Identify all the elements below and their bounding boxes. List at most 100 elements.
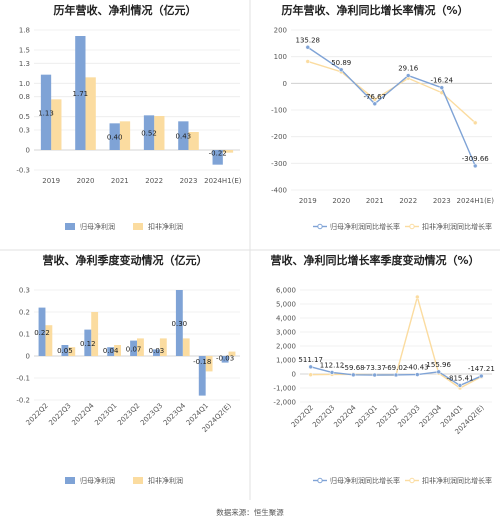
quarterly_growth-xtick-label: 2023Q2 <box>375 404 400 429</box>
quarterly_profit-bar-parent-net-profit <box>107 347 115 356</box>
annual_profit-data-label: 0.43 <box>176 133 192 141</box>
annual_profit-ytick-label: 0.5 <box>19 113 30 121</box>
quarterly_growth-xtick-label: 2023Q1 <box>354 404 379 429</box>
quarterly_profit-data-label: 0.30 <box>172 320 188 328</box>
annual_profit-legend-swatch <box>133 223 143 230</box>
quarterly_growth-data-label: 112.12 <box>320 361 345 369</box>
annual_profit-ytick-label: 1.3 <box>19 60 30 68</box>
quarterly_growth-ytick-label: 3,000 <box>276 329 296 337</box>
annual_profit-data-label: 1.13 <box>38 109 54 117</box>
annual_growth-data-label: -16.24 <box>430 77 453 85</box>
annual_growth-line-parent-growth <box>307 46 476 167</box>
quarterly_profit-bar-deducted-net-profit <box>45 325 53 356</box>
quarterly_profit-bar-deducted-net-profit <box>68 347 76 356</box>
annual_growth-xtick-label: 2022 <box>399 197 417 205</box>
quarterly_profit-data-label: 0.22 <box>34 329 50 337</box>
quarterly_profit-data-label: -0.03 <box>216 355 234 363</box>
quarterly_growth-point-parent-growth <box>372 372 377 378</box>
quarterly_profit-bar-deducted-net-profit <box>91 312 99 356</box>
quarterly_profit-ytick-label: 0.3 <box>19 287 30 295</box>
quarterly_growth-point-parent-growth <box>393 372 399 378</box>
annual_growth-legend-label: 归母净利润同比增长率 <box>330 222 400 231</box>
quarterly_profit-xtick-label: 2023Q2 <box>116 402 141 427</box>
quarterly_profit-data-label: 0.12 <box>80 340 96 348</box>
quarterly_profit-bar-deducted-net-profit <box>159 338 167 356</box>
annual_profit-xtick-label: 2023 <box>180 177 198 185</box>
quarterly_profit-bar-deducted-net-profit <box>205 356 213 372</box>
quarterly_growth-point-parent-growth <box>351 372 356 378</box>
quarterly_growth-point-parent-growth <box>308 364 313 370</box>
quarterly_profit-bar-deducted-net-profit <box>137 338 144 356</box>
quarterly_growth-xtick-label: 2022Q2 <box>290 404 315 429</box>
quarterly_profit-xtick-label: 2023Q3 <box>139 402 164 427</box>
annual_profit-bar-deducted-net-profit <box>119 121 131 150</box>
annual_profit-bar-parent-net-profit <box>178 121 189 150</box>
annual_growth-xtick-label: 2023 <box>433 197 451 205</box>
annual_profit-bar-deducted-net-profit <box>188 132 199 150</box>
quarterly_growth-ytick-label: 0 <box>292 371 296 379</box>
annual_profit-data-label: 1.71 <box>73 90 89 98</box>
annual_profit-ytick-label: 0.3 <box>19 127 30 135</box>
annual_growth-title: 历年营收、净利同比增长率情况（%） <box>281 3 468 17</box>
quarterly_growth-title: 营收、净利同比增长率季度变动情况（%） <box>270 253 479 267</box>
quarterly_profit-data-label: 0.05 <box>57 347 73 355</box>
quarterly_growth-ytick-label: 6,000 <box>276 287 296 295</box>
quarterly_profit-bar-parent-net-profit <box>61 345 69 356</box>
annual_growth-ytick-label: -300 <box>271 160 287 168</box>
annual_profit-data-label: 0.40 <box>107 134 123 142</box>
annual_growth-xtick-label: 2019 <box>299 197 317 205</box>
quarterly_growth-data-label: -69.02 <box>385 364 408 372</box>
quarterly_profit-ytick-label: -0.2 <box>16 397 30 405</box>
quarterly_growth-point-parent-growth <box>436 369 441 375</box>
annual_growth-data-label: -76.67 <box>363 93 386 101</box>
quarterly_growth-legend-label: 扣非净利润同比增长率 <box>422 476 492 485</box>
quarterly_growth-ytick-label: -1,000 <box>273 385 296 393</box>
annual_profit-ytick-label: -0.3 <box>16 167 30 175</box>
annual_profit-title: 历年营收、净利情况（亿元） <box>54 3 197 17</box>
quarterly_profit-xtick-label: 2023Q1 <box>93 402 118 427</box>
source-note: 数据来源：恒生聚源 <box>216 507 284 517</box>
annual_growth-ytick-label: 100 <box>274 53 287 61</box>
annual_growth-point-deducted-growth <box>473 120 478 126</box>
quarterly_profit-ytick-label: 0 <box>26 353 30 361</box>
quarterly_profit-xtick-label: 2022Q2 <box>25 402 50 427</box>
annual_profit-xtick-label: 2019 <box>42 177 60 185</box>
quarterly_profit-ytick-label: -0.1 <box>16 375 30 383</box>
quarterly_profit-xtick-label: 2022Q4 <box>70 401 96 427</box>
annual_growth-point-parent-growth <box>305 45 310 50</box>
annual_profit-legend-label: 扣非净利润 <box>148 222 183 231</box>
quarterly_growth-point-parent-growth <box>457 383 463 388</box>
quarterly_profit-data-label: -0.18 <box>193 358 211 366</box>
quarterly_profit-legend-swatch <box>133 477 143 484</box>
quarterly_profit-bar-parent-net-profit <box>130 340 137 356</box>
annual_growth-legend-marker <box>317 223 323 230</box>
quarterly_profit-xtick-label: 2023Q4 <box>162 401 188 427</box>
annual_profit-bar-parent-net-profit <box>212 150 223 165</box>
annual_profit-data-label: -0.22 <box>209 149 227 157</box>
quarterly_growth-point-parent-growth <box>479 373 484 379</box>
annual_profit-bar-parent-net-profit <box>109 123 120 150</box>
quarterly_profit-bar-parent-net-profit <box>198 356 206 396</box>
quarterly_growth-point-deducted-growth <box>308 372 313 377</box>
quarterly_growth-ytick-label: -2,000 <box>273 399 296 407</box>
quarterly_profit-legend-label: 归母净利润 <box>80 476 115 485</box>
annual_profit-data-label: 0.52 <box>141 130 157 138</box>
quarterly_growth-data-label: -59.68 <box>342 364 365 372</box>
annual_profit-xtick-label: 2020 <box>77 177 95 185</box>
annual_growth-xtick-label: 2021 <box>366 197 384 205</box>
annual_growth-point-parent-growth <box>473 163 478 169</box>
quarterly_profit-bar-parent-net-profit <box>221 356 229 363</box>
annual_profit-legend-label: 归母净利润 <box>80 222 115 231</box>
annual_growth-data-label: 135.28 <box>296 36 321 44</box>
annual_growth-ytick-label: -100 <box>271 107 287 115</box>
annual_profit-bar-parent-net-profit <box>143 115 155 150</box>
annual_profit-xtick-label: 2022 <box>145 177 163 185</box>
annual_profit-ytick-label: 1.0 <box>19 80 30 88</box>
quarterly_growth-ytick-label: 4,000 <box>276 315 296 323</box>
annual_profit-bar-parent-net-profit <box>40 74 52 150</box>
quarterly_growth-xtick-label: 2022Q3 <box>311 404 336 429</box>
quarterly_growth-legend-label: 归母净利润同比增长率 <box>330 476 400 485</box>
quarterly_growth-data-label: -815.41 <box>446 374 473 382</box>
quarterly_growth-point-parent-growth <box>415 372 420 377</box>
annual_growth-point-deducted-growth <box>372 97 377 102</box>
